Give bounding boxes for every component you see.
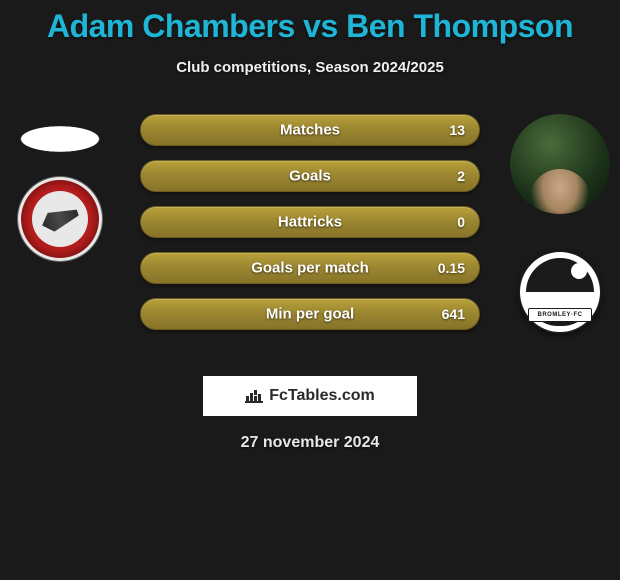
stat-bar-gpm: Goals per match 0.15 <box>140 252 480 284</box>
source-watermark: FcTables.com <box>203 376 417 416</box>
logo-sun-icon <box>572 264 586 278</box>
right-player-photo <box>510 114 610 214</box>
right-player-column: BROMLEY·FC <box>500 114 620 334</box>
right-club-banner: BROMLEY·FC <box>528 308 592 322</box>
stat-label: Matches <box>280 122 340 139</box>
stat-bar-mpg: Min per goal 641 <box>140 298 480 330</box>
left-player-column <box>0 114 120 261</box>
page-title: Adam Chambers vs Ben Thompson <box>0 0 620 45</box>
stat-right-value: 0 <box>457 214 465 230</box>
stat-bar-matches: Matches 13 <box>140 114 480 146</box>
stat-bars: Matches 13 Goals 2 Hattricks 0 Goals per… <box>140 114 480 344</box>
stat-label: Goals <box>289 168 331 185</box>
stat-label: Min per goal <box>266 306 354 323</box>
watermark-text: FcTables.com <box>269 387 375 405</box>
chart-icon <box>245 389 263 403</box>
stat-right-value: 641 <box>442 306 465 322</box>
stat-bar-goals: Goals 2 <box>140 160 480 192</box>
stat-right-value: 0.15 <box>438 260 465 276</box>
left-player-photo <box>5 119 115 159</box>
right-club-logo: BROMLEY·FC <box>518 250 602 334</box>
snapshot-date: 27 november 2024 <box>0 434 620 452</box>
comparison-stage: BROMLEY·FC Matches 13 Goals 2 Hattricks … <box>0 114 620 354</box>
left-club-logo <box>18 177 102 261</box>
stat-right-value: 13 <box>449 122 465 138</box>
stat-right-value: 2 <box>457 168 465 184</box>
stat-bar-hattricks: Hattricks 0 <box>140 206 480 238</box>
subtitle: Club competitions, Season 2024/2025 <box>0 59 620 76</box>
stat-label: Hattricks <box>278 214 342 231</box>
stat-label: Goals per match <box>251 260 369 277</box>
